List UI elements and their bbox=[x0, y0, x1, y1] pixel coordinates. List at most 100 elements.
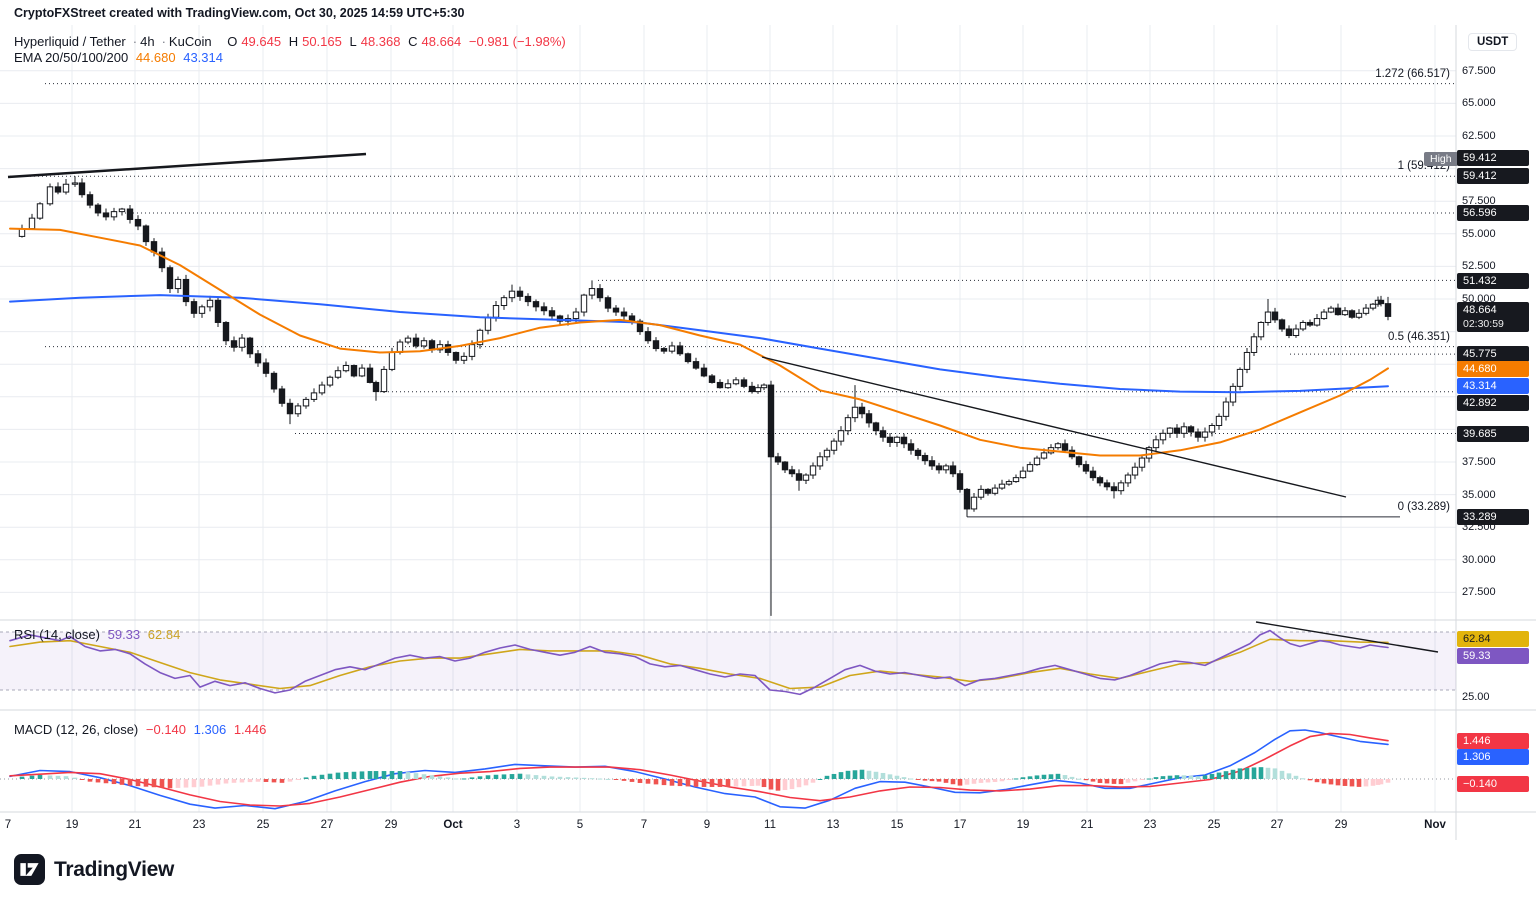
badge-price-value: 44.680 bbox=[1463, 363, 1497, 375]
time-tick-label: 17 bbox=[953, 819, 967, 831]
macd-histogram-bar bbox=[215, 779, 221, 785]
macd-histogram-bar bbox=[63, 776, 69, 779]
macd-histogram-bar bbox=[565, 777, 571, 779]
candle-body-up bbox=[326, 376, 334, 386]
candle-body-down bbox=[556, 315, 564, 322]
macd-histogram-bar bbox=[645, 779, 651, 784]
candle-body-down bbox=[516, 290, 524, 297]
candle-body-down bbox=[134, 218, 142, 227]
time-tick-label: 29 bbox=[384, 819, 398, 831]
macd-histogram-bar bbox=[303, 777, 309, 779]
candle-body-up bbox=[1124, 474, 1132, 484]
candle-body-up bbox=[830, 440, 838, 451]
ema-title[interactable]: EMA 20/50/100/200 bbox=[14, 50, 129, 65]
candle-body-up bbox=[572, 311, 580, 320]
badge-price-value: 45.775 bbox=[1463, 348, 1497, 360]
candle-body-down bbox=[1377, 299, 1385, 305]
candle-body-down bbox=[692, 361, 700, 369]
macd-histogram-bar bbox=[1062, 775, 1068, 779]
price-tick-label: 27.500 bbox=[1462, 586, 1496, 599]
time-tick-label: 21 bbox=[1080, 819, 1094, 831]
macd-histogram-bar bbox=[701, 779, 707, 787]
macd-histogram-bar bbox=[271, 779, 277, 783]
candle-body-up bbox=[71, 182, 79, 185]
candle-body-up bbox=[809, 465, 817, 476]
macd-histogram-bar bbox=[207, 779, 213, 786]
macd-histogram-bar bbox=[1132, 779, 1138, 782]
candle-body-up bbox=[588, 288, 596, 296]
fib-level-label: 0 (33.289) bbox=[1397, 500, 1450, 513]
macd-histogram-bar bbox=[741, 779, 747, 787]
candle-body-down bbox=[246, 337, 254, 355]
currency-label[interactable]: USDT bbox=[1468, 33, 1518, 51]
open-label: O bbox=[227, 34, 238, 49]
candle-body-up bbox=[1040, 452, 1048, 459]
candle-body-down bbox=[596, 288, 604, 299]
macd-histogram-bar bbox=[1300, 778, 1306, 780]
rsi-title[interactable]: RSI (14, close) bbox=[14, 627, 100, 642]
candle-body-down bbox=[708, 375, 716, 383]
tradingview-logo[interactable]: TradingView bbox=[14, 854, 174, 885]
candle-body-up bbox=[460, 355, 468, 361]
interval-label[interactable]: 4h bbox=[140, 34, 155, 49]
macd-histogram-bar bbox=[1307, 779, 1313, 781]
candle-body-up bbox=[1222, 401, 1230, 417]
candle-body-up bbox=[294, 405, 302, 415]
macd-histogram-bar bbox=[1083, 779, 1089, 781]
macd-histogram-bar bbox=[613, 779, 619, 780]
legend-separator: · bbox=[132, 34, 138, 49]
candle-body-down bbox=[86, 194, 94, 206]
candle-body-down bbox=[214, 299, 222, 323]
badge-price-value: 48.664 bbox=[1463, 304, 1497, 316]
macd-histogram-bar bbox=[677, 779, 683, 787]
macd-histogram-bar bbox=[1097, 779, 1103, 783]
candle-body-down bbox=[612, 307, 620, 313]
high-price-chip: High bbox=[1424, 152, 1458, 166]
candle-body-up bbox=[1117, 482, 1125, 492]
tradingview-logo-icon bbox=[14, 854, 45, 885]
macd-histogram-bar bbox=[87, 779, 93, 782]
macd-histogram-bar bbox=[1328, 779, 1334, 785]
symbol-title[interactable]: Hyperliquid / Tether bbox=[14, 34, 126, 49]
candle-body-up bbox=[404, 337, 412, 343]
macd-histogram-bar bbox=[381, 771, 387, 779]
candle-body-down bbox=[1348, 310, 1356, 318]
candle-body-up bbox=[508, 290, 516, 299]
candle-body-up bbox=[732, 379, 740, 385]
macd-histogram-bar bbox=[838, 772, 844, 779]
candle-body-down bbox=[1187, 426, 1195, 433]
candle-body-down bbox=[366, 367, 374, 383]
macd-histogram-bar bbox=[1027, 776, 1033, 779]
macd-histogram-bar bbox=[768, 779, 774, 790]
macd-histogram-bar bbox=[453, 778, 459, 780]
candle-body-up bbox=[977, 488, 985, 498]
candle-body-down bbox=[660, 348, 668, 352]
macd-histogram-bar bbox=[1314, 779, 1320, 783]
macd-histogram-bar bbox=[103, 779, 109, 784]
macd-histogram-bar bbox=[717, 779, 723, 787]
macd-histogram-bar bbox=[231, 779, 237, 783]
exchange-label[interactable]: KuCoin bbox=[168, 34, 212, 49]
macd-histogram-bar bbox=[817, 779, 823, 780]
grid-layer bbox=[0, 25, 1456, 812]
candle-body-up bbox=[62, 183, 70, 193]
price-tick-label: 67.500 bbox=[1462, 64, 1496, 77]
macd-title[interactable]: MACD (12, 26, close) bbox=[14, 722, 139, 737]
macd-histogram-bar bbox=[1286, 773, 1292, 779]
macd-histogram-bar bbox=[351, 771, 357, 779]
trendline bbox=[761, 356, 1347, 498]
macd-line bbox=[9, 729, 1389, 810]
candle-body-up bbox=[492, 305, 500, 318]
macd-histogram-bar bbox=[1111, 779, 1117, 784]
macd-histogram-bar bbox=[421, 774, 427, 779]
candle-body-down bbox=[412, 337, 420, 347]
macd-histogram-bar bbox=[19, 776, 25, 779]
candle-body-up bbox=[1166, 427, 1174, 434]
rsi-line bbox=[9, 629, 1389, 696]
macd-histogram-bar bbox=[964, 779, 970, 785]
rsi-value: 59.33 bbox=[107, 627, 141, 642]
macd-histogram-bar bbox=[151, 779, 157, 788]
macd-axis-badge: −0.140 bbox=[1457, 776, 1529, 792]
ema-slow-line bbox=[9, 294, 1389, 394]
